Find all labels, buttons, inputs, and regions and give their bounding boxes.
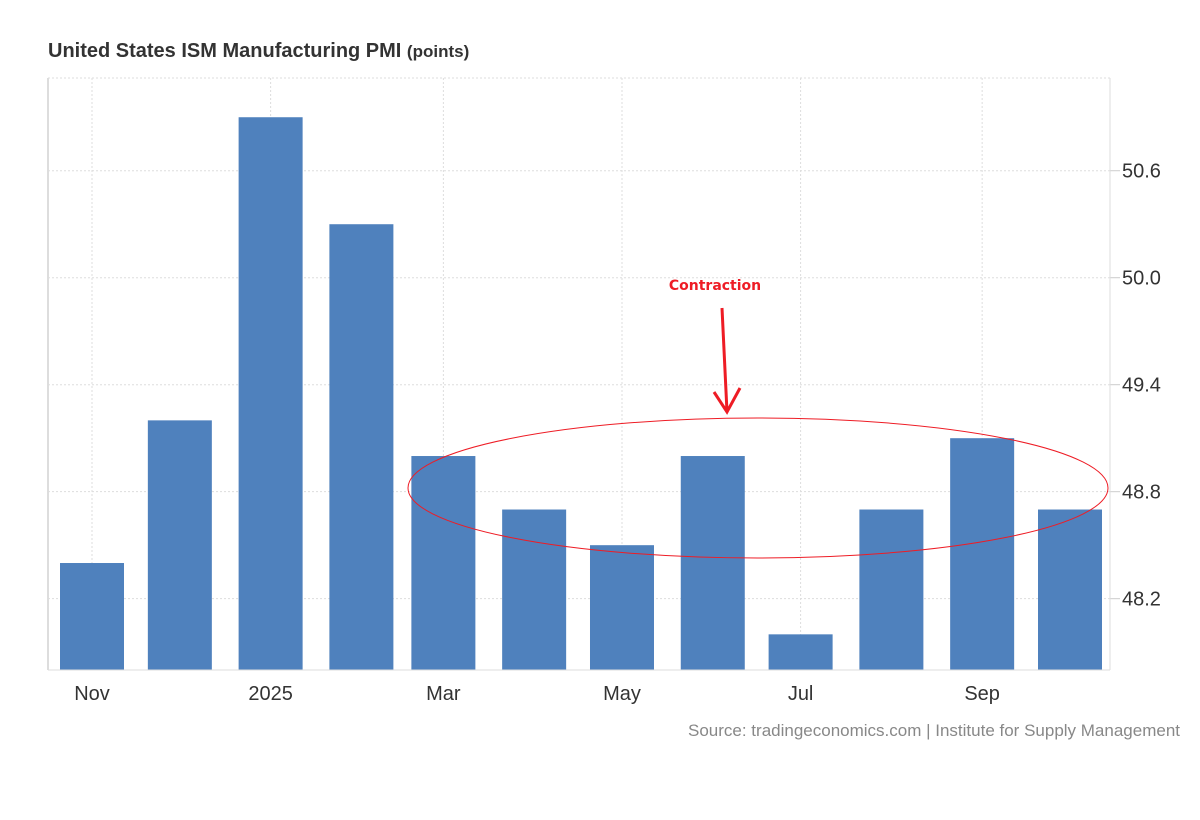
title-unit: (points) [406,42,470,61]
annotation-arrow [712,307,742,415]
x-tick-label: Sep [964,683,1000,705]
bar-2025-03-01 [411,456,476,670]
bar-2025-02-01 [329,224,394,671]
bar-2024-12-01 [147,420,212,670]
annotation-ellipse [407,417,1109,559]
bar-2025-04-01 [502,509,567,670]
annotation-label: Contraction [669,278,761,294]
x-tick-label: 2025 [248,683,293,705]
bar-2024-11-01 [60,563,124,670]
y-tick-label: 50.6 [1122,161,1161,183]
bar-2025-07-01 [768,634,833,670]
chart-title: United States ISM Manufacturing PMI (poi… [48,40,469,63]
bar-2025-01-01 [238,117,303,671]
y-tick-label: 48.2 [1122,589,1161,611]
x-tick-label: May [603,683,641,705]
y-tick-label: 48.8 [1122,482,1161,504]
source-note: Source: tradingeconomics.com | Institute… [688,721,1180,740]
title-text: United States ISM Manufacturing PMI [48,40,402,62]
bar-2025-09-01 [950,438,1015,670]
y-tick-label: 50.0 [1122,268,1161,290]
bars [60,117,1102,671]
bar-2025-08-01 [859,509,924,670]
axes: 48.2 48.8 49.4 50.0 50.6 Nov 2025 Mar May Jul Sep [47,78,1161,705]
x-tick-label: Mar [426,683,461,705]
bar-2025-10-01 [1038,509,1102,670]
x-tick-label: Nov [74,683,110,705]
bar-2025-05-01 [589,545,654,670]
bar-2025-06-01 [680,456,745,670]
y-tick-label: 49.4 [1122,375,1161,397]
x-tick-label: Jul [788,683,814,705]
contraction-annotation: Contraction [407,278,1109,559]
